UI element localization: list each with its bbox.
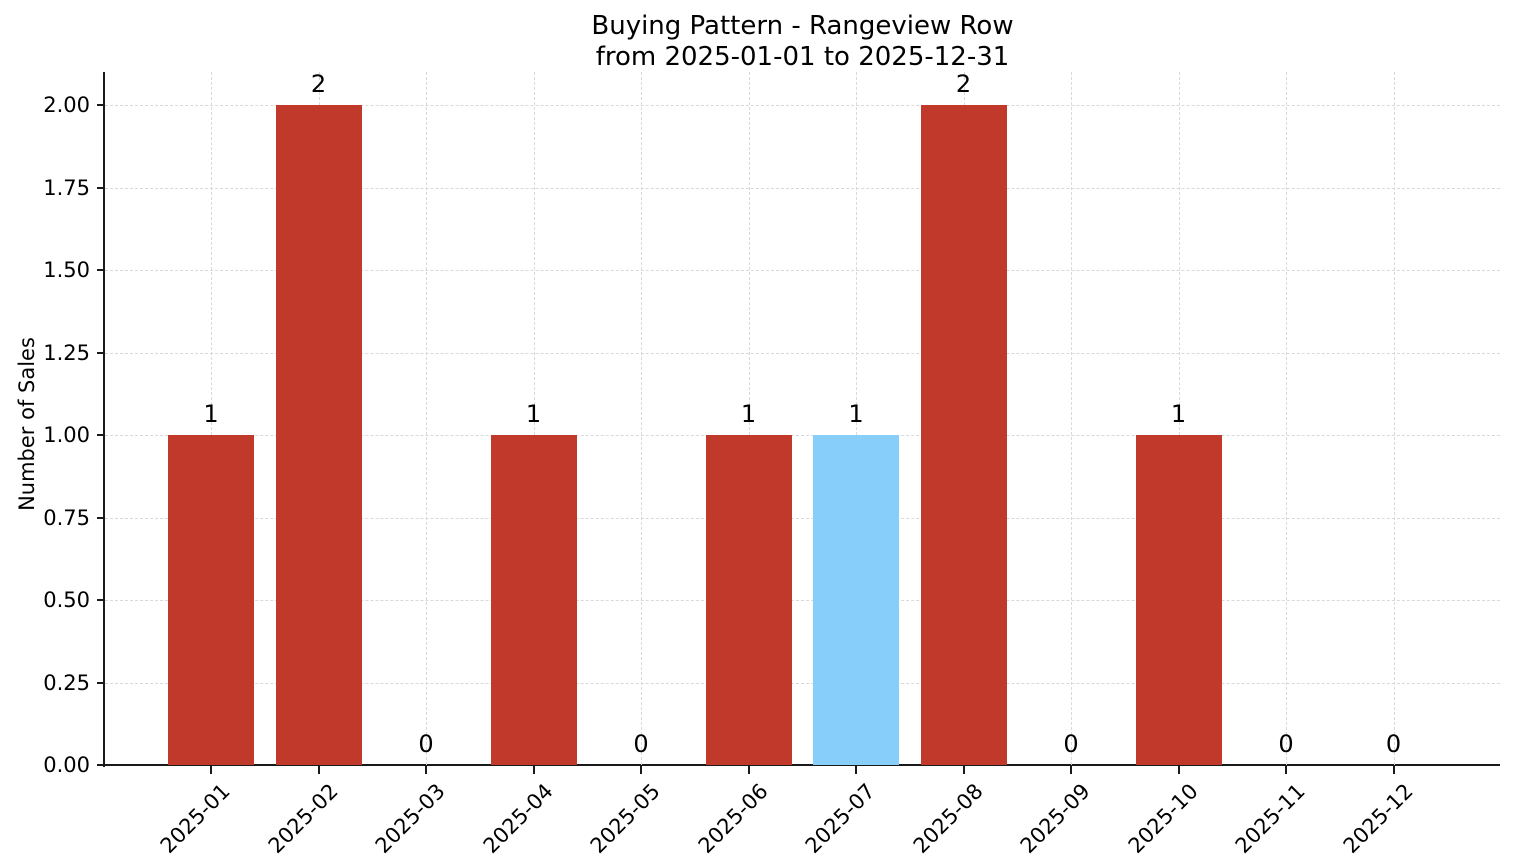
- x-axis-spine: [103, 764, 1500, 766]
- gridline-vertical: [748, 72, 750, 765]
- y-axis-spine: [103, 72, 105, 767]
- x-tick-label: 2025-09: [1015, 779, 1095, 859]
- y-tick-mark: [97, 434, 105, 436]
- bar-value-label: 1: [525, 400, 542, 428]
- gridline-vertical: [1071, 72, 1072, 765]
- x-tick-mark: [1285, 766, 1287, 774]
- bar-2025-08: [920, 105, 1007, 765]
- x-tick-label: 2025-12: [1338, 779, 1418, 859]
- bar-value-label: 0: [633, 730, 649, 758]
- x-tick-label: 2025-01: [155, 779, 235, 859]
- gridline-horizontal: [105, 517, 1500, 519]
- bar-2025-07: [813, 435, 899, 765]
- gridline-vertical: [641, 72, 642, 765]
- bar-2025-01: [168, 435, 254, 765]
- gridline-horizontal: [105, 352, 1500, 354]
- x-tick-mark: [747, 766, 750, 774]
- gridline-horizontal: [105, 270, 1500, 271]
- bar-2025-06: [705, 435, 792, 765]
- bar-2025-10: [1135, 435, 1222, 765]
- gridline-vertical: [211, 72, 212, 765]
- gridline-horizontal: [105, 682, 1500, 684]
- x-tick-mark: [317, 766, 320, 774]
- y-tick-mark: [97, 351, 105, 354]
- gridline-horizontal: [105, 105, 1500, 106]
- y-tick-label: 0.75: [43, 505, 90, 530]
- y-tick-mark: [97, 516, 105, 519]
- x-tick-mark: [1177, 766, 1180, 774]
- y-tick-mark: [97, 186, 105, 189]
- y-tick-label: 1.25: [43, 340, 90, 365]
- x-tick-mark: [1070, 766, 1072, 774]
- y-tick-mark: [97, 599, 105, 601]
- x-tick-mark: [962, 766, 965, 774]
- gridline-horizontal: [105, 435, 1500, 436]
- bar-value-label: 0: [1385, 730, 1402, 758]
- x-tick-label: 2025-02: [263, 779, 343, 859]
- y-tick-mark: [97, 681, 105, 684]
- bar-value-label: 0: [1278, 730, 1294, 758]
- plot-area: 1 2 0 1 0 1 1 2 0 1 0 0: [103, 70, 1500, 767]
- x-tick-label: 2025-05: [585, 779, 665, 859]
- y-tick-mark: [97, 764, 105, 766]
- x-tick-label: 2025-03: [370, 779, 450, 859]
- y-tick-mark: [97, 104, 105, 106]
- bar-2025-04: [490, 435, 577, 765]
- x-tick-label: 2025-10: [1123, 779, 1203, 859]
- chart-title-line-2: from 2025-01-01 to 2025-12-31: [595, 41, 1010, 72]
- x-tick-mark: [532, 766, 535, 774]
- bar-value-label: 0: [1063, 730, 1079, 758]
- x-tick-label: 2025-08: [908, 779, 988, 859]
- bar-value-label: 2: [955, 70, 972, 98]
- y-tick-label: 0.25: [43, 670, 90, 695]
- y-tick-mark: [97, 269, 105, 271]
- x-tick-mark: [640, 766, 642, 774]
- x-tick-label: 2025-07: [800, 779, 880, 859]
- bar-value-label: 1: [848, 400, 864, 428]
- chart-title: Buying Pattern - Rangeview Row from 2025…: [105, 11, 1500, 72]
- y-tick-label: 0.00: [43, 753, 90, 777]
- gridline-horizontal: [105, 600, 1500, 601]
- bar-2025-02: [275, 105, 362, 765]
- gridline-vertical: [1393, 72, 1395, 765]
- x-tick-mark: [855, 766, 857, 774]
- gridline-horizontal: [105, 187, 1500, 189]
- gridline-vertical: [1286, 72, 1287, 765]
- x-tick-mark: [1392, 766, 1395, 774]
- y-tick-label: 1.50: [43, 258, 90, 282]
- bar-value-label: 0: [418, 730, 434, 758]
- gridline-vertical: [426, 72, 427, 765]
- x-tick-label: 2025-04: [478, 779, 558, 859]
- chart-title-line-1: Buying Pattern - Rangeview Row: [591, 11, 1014, 41]
- x-tick-mark: [210, 766, 212, 774]
- x-tick-label: 2025-11: [1230, 779, 1310, 859]
- gridline-vertical: [1178, 72, 1180, 765]
- x-tick-mark: [425, 766, 427, 774]
- bar-value-label: 2: [310, 70, 327, 98]
- y-tick-label: 1.00: [43, 423, 90, 447]
- x-tick-label: 2025-06: [693, 779, 773, 859]
- y-tick-label: 0.50: [43, 588, 90, 612]
- y-tick-label: 1.75: [43, 175, 90, 200]
- bar-value-label: 1: [740, 400, 757, 428]
- bar-value-label: 1: [1170, 400, 1187, 428]
- gridline-vertical: [533, 72, 535, 765]
- bar-value-label: 1: [203, 400, 219, 428]
- gridline-vertical: [856, 72, 857, 765]
- y-tick-label: 2.00: [43, 93, 90, 117]
